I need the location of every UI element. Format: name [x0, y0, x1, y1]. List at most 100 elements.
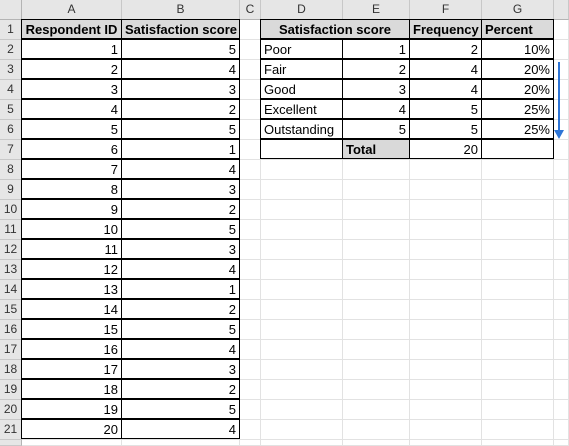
grid-cell[interactable]: [554, 200, 569, 220]
grid-cell[interactable]: [240, 80, 261, 100]
frequency-cell[interactable]: 4: [409, 79, 482, 99]
grid-cell[interactable]: [343, 180, 410, 200]
grid-cell[interactable]: [554, 280, 569, 300]
grid-cell[interactable]: [410, 320, 482, 340]
total-percent-blank-cell[interactable]: [481, 139, 554, 159]
column-header-e[interactable]: E: [343, 0, 410, 20]
score-value-cell[interactable]: 3: [342, 79, 410, 99]
row-header-11[interactable]: 11: [0, 220, 22, 240]
grid-cell[interactable]: [482, 320, 554, 340]
row-header-1[interactable]: 1: [0, 20, 22, 40]
satisfaction-score-cell[interactable]: 5: [121, 119, 240, 139]
satisfaction-score-cell[interactable]: 3: [121, 179, 240, 199]
grid-cell[interactable]: [554, 320, 569, 340]
grid-cell[interactable]: [240, 440, 261, 446]
respondent-id-cell[interactable]: 11: [21, 239, 122, 259]
row-header-21[interactable]: 21: [0, 420, 22, 440]
grid-cell[interactable]: [261, 400, 343, 420]
row-header-2[interactable]: 2: [0, 40, 22, 60]
grid-cell[interactable]: [261, 180, 343, 200]
grid-cell[interactable]: [240, 400, 261, 420]
grid-cell[interactable]: [343, 380, 410, 400]
row-header-19[interactable]: 19: [0, 380, 22, 400]
column-header-a[interactable]: A: [22, 0, 122, 20]
grid-cell[interactable]: [261, 160, 343, 180]
grid-cell[interactable]: [343, 260, 410, 280]
percent-cell[interactable]: 10%: [481, 39, 554, 59]
row-header-14[interactable]: 14: [0, 280, 22, 300]
grid-cell[interactable]: [240, 220, 261, 240]
row-header-7[interactable]: 7: [0, 140, 22, 160]
satisfaction-score-cell[interactable]: 4: [121, 339, 240, 359]
grid-cell[interactable]: [240, 340, 261, 360]
row-header-5[interactable]: 5: [0, 100, 22, 120]
respondent-id-cell[interactable]: 4: [21, 99, 122, 119]
respondent-id-cell[interactable]: 6: [21, 139, 122, 159]
grid-cell[interactable]: [22, 440, 122, 446]
grid-cell[interactable]: [240, 120, 261, 140]
row-header-20[interactable]: 20: [0, 400, 22, 420]
grid-cell[interactable]: [554, 240, 569, 260]
grid-cell[interactable]: [343, 420, 410, 440]
grid-cell[interactable]: [554, 160, 569, 180]
grid-cell[interactable]: [261, 440, 343, 446]
grid-cell[interactable]: [554, 340, 569, 360]
row-header-18[interactable]: 18: [0, 360, 22, 380]
grid-cell[interactable]: [554, 440, 569, 446]
grid-cell[interactable]: [554, 420, 569, 440]
score-value-cell[interactable]: 1: [342, 39, 410, 59]
satisfaction-score-cell[interactable]: 2: [121, 299, 240, 319]
grid-cell[interactable]: [410, 240, 482, 260]
grid-cell[interactable]: [343, 400, 410, 420]
grid-cell[interactable]: [240, 300, 261, 320]
grid-cell[interactable]: [554, 260, 569, 280]
satisfaction-score-cell[interactable]: 4: [121, 59, 240, 79]
respondent-id-cell[interactable]: 9: [21, 199, 122, 219]
cell-a1-header[interactable]: Respondent ID: [21, 19, 122, 39]
total-label-cell[interactable]: Total: [342, 139, 410, 159]
grid-cell[interactable]: [343, 440, 410, 446]
row-header-17[interactable]: 17: [0, 340, 22, 360]
grid-cell[interactable]: [261, 200, 343, 220]
grid-cell[interactable]: [410, 280, 482, 300]
respondent-id-cell[interactable]: 20: [21, 419, 122, 439]
satisfaction-score-cell[interactable]: 3: [121, 239, 240, 259]
grid-cell[interactable]: [261, 360, 343, 380]
grid-cell[interactable]: [482, 340, 554, 360]
grid-cell[interactable]: [482, 380, 554, 400]
column-header-b[interactable]: B: [122, 0, 240, 20]
score-value-cell[interactable]: 2: [342, 59, 410, 79]
row-header-3[interactable]: 3: [0, 60, 22, 80]
frequency-cell[interactable]: 2: [409, 39, 482, 59]
score-value-cell[interactable]: 4: [342, 99, 410, 119]
cell-g1-header[interactable]: Percent: [481, 19, 554, 39]
satisfaction-score-cell[interactable]: 1: [121, 139, 240, 159]
select-all-corner[interactable]: [0, 0, 22, 20]
grid-cell[interactable]: [482, 280, 554, 300]
satisfaction-score-cell[interactable]: 5: [121, 399, 240, 419]
grid-cell[interactable]: [240, 360, 261, 380]
cell-b1-header[interactable]: Satisfaction score: [121, 19, 240, 39]
grid-cell[interactable]: [261, 260, 343, 280]
grid-cell[interactable]: [410, 180, 482, 200]
grid-cell[interactable]: [261, 240, 343, 260]
grid-cell[interactable]: [482, 160, 554, 180]
grid-cell[interactable]: [343, 300, 410, 320]
grid-cell[interactable]: [240, 100, 261, 120]
grid-cell[interactable]: [261, 320, 343, 340]
total-frequency-cell[interactable]: 20: [409, 139, 482, 159]
row-header-13[interactable]: 13: [0, 260, 22, 280]
grid-cell[interactable]: [482, 260, 554, 280]
column-header-f[interactable]: F: [410, 0, 482, 20]
grid-cell[interactable]: [240, 260, 261, 280]
row-header-4[interactable]: 4: [0, 80, 22, 100]
cell-d1-header[interactable]: Satisfaction score: [260, 19, 410, 39]
grid-cell[interactable]: [240, 280, 261, 300]
grid-cell[interactable]: [410, 420, 482, 440]
grid-cell[interactable]: [410, 440, 482, 446]
grid-cell[interactable]: [261, 220, 343, 240]
satisfaction-score-cell[interactable]: 3: [121, 79, 240, 99]
grid-cell[interactable]: [122, 440, 240, 446]
grid-cell[interactable]: [261, 280, 343, 300]
row-header-8[interactable]: 8: [0, 160, 22, 180]
